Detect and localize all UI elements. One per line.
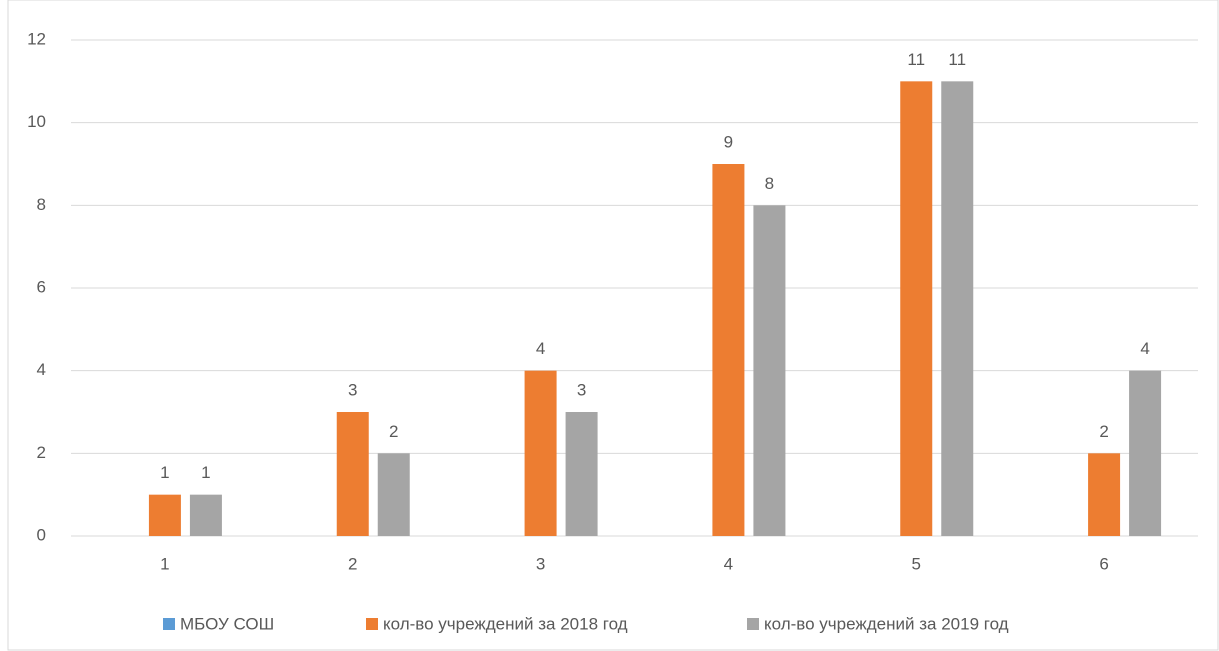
x-tick-label: 3 — [536, 554, 545, 573]
legend-label: кол-во учреждений за 2018 год — [383, 614, 628, 633]
bar — [524, 370, 557, 536]
y-tick-label: 0 — [37, 525, 46, 544]
legend-swatch — [747, 618, 759, 630]
data-label: 1 — [201, 463, 210, 482]
y-tick-label: 12 — [27, 29, 46, 48]
bar — [1129, 370, 1162, 536]
x-tick-label: 2 — [348, 554, 357, 573]
chart-border — [7, 0, 1219, 651]
bar — [148, 494, 181, 536]
data-label: 4 — [1140, 339, 1149, 358]
y-tick-label: 8 — [37, 195, 46, 214]
data-label: 11 — [948, 50, 966, 69]
legend-label: кол-во учреждений за 2019 год — [764, 614, 1009, 633]
data-label: 3 — [348, 380, 357, 399]
bar — [753, 205, 786, 537]
x-tick-label: 5 — [912, 554, 921, 573]
data-label: 8 — [765, 174, 774, 193]
data-label: 4 — [536, 339, 545, 358]
data-label: 3 — [577, 380, 586, 399]
y-tick-label: 2 — [37, 443, 46, 462]
y-tick-label: 10 — [27, 112, 46, 131]
bar — [336, 412, 369, 536]
bar — [941, 81, 974, 536]
legend-label: МБОУ СОШ — [180, 614, 274, 633]
legend-swatch — [163, 618, 175, 630]
bar — [1088, 453, 1121, 536]
data-label: 1 — [160, 463, 169, 482]
data-label: 2 — [389, 422, 398, 441]
x-tick-label: 4 — [724, 554, 733, 573]
data-label: 9 — [724, 132, 733, 151]
x-tick-label: 6 — [1099, 554, 1108, 573]
y-tick-label: 4 — [37, 360, 46, 379]
bar — [565, 412, 598, 536]
bar — [189, 494, 222, 536]
y-tick-label: 6 — [37, 277, 46, 296]
bar — [377, 453, 410, 536]
data-label: 11 — [907, 50, 925, 69]
bar — [900, 81, 933, 536]
x-tick-label: 1 — [160, 554, 169, 573]
data-label: 2 — [1099, 422, 1108, 441]
legend-swatch — [366, 618, 378, 630]
bar — [712, 164, 745, 536]
